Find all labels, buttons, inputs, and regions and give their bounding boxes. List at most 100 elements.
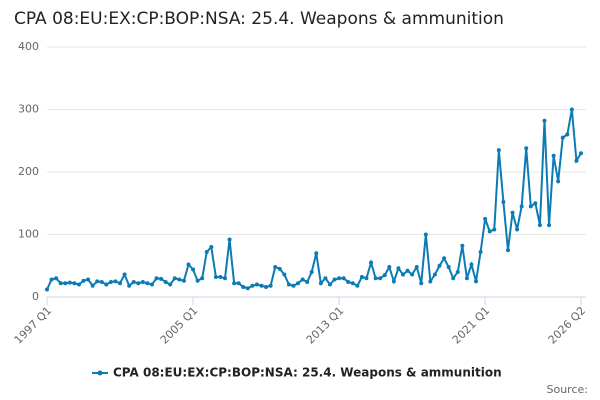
data-point [423, 232, 428, 237]
data-point [90, 283, 95, 288]
y-tick-label: 400 [18, 40, 39, 53]
legend-label: CPA 08:EU:EX:CP:BOP:NSA: 25.4. Weapons &… [113, 366, 502, 380]
y-tick-label: 0 [32, 290, 39, 303]
data-point [296, 281, 301, 286]
data-point [474, 279, 479, 284]
data-point [108, 280, 113, 284]
data-point [191, 267, 196, 272]
data-point [337, 276, 342, 281]
data-point [387, 265, 392, 269]
data-point [309, 270, 314, 274]
data-point [145, 281, 150, 286]
data-point [346, 280, 351, 284]
data-point [118, 281, 123, 286]
data-point [432, 272, 437, 277]
legend-marker [97, 370, 103, 376]
data-point [547, 223, 552, 228]
data-point [245, 286, 250, 291]
data-point [268, 283, 273, 288]
data-point [327, 282, 332, 287]
data-point [54, 276, 59, 281]
data-point [273, 265, 278, 269]
data-point [565, 132, 570, 137]
data-point [45, 287, 49, 292]
data-point [95, 279, 100, 284]
data-point [487, 229, 492, 234]
data-point [579, 151, 583, 156]
data-point [86, 277, 91, 282]
data-point [72, 281, 77, 286]
data-point [149, 282, 154, 287]
data-point [405, 268, 410, 273]
data-point [181, 278, 186, 283]
data-point [49, 277, 54, 282]
data-point [254, 282, 259, 287]
data-point [560, 135, 565, 140]
data-point [446, 265, 451, 269]
x-tick-label: 2026 Q2 [546, 304, 589, 347]
data-point [556, 179, 561, 184]
data-point [154, 276, 159, 281]
data-point [58, 281, 63, 286]
data-point [350, 281, 355, 286]
data-point [442, 256, 447, 261]
data-point [505, 248, 510, 253]
data-point [359, 275, 364, 279]
data-point [537, 223, 542, 228]
data-point [533, 201, 538, 206]
data-point [186, 262, 191, 267]
data-point [492, 227, 497, 232]
data-point [519, 204, 524, 209]
data-point [67, 280, 72, 285]
data-point [478, 250, 483, 254]
data-point [551, 153, 556, 158]
data-point [574, 158, 579, 163]
data-point [391, 279, 396, 284]
data-point [159, 276, 164, 281]
data-point [341, 276, 346, 281]
data-point [401, 272, 405, 277]
data-point [172, 276, 177, 281]
data-point [291, 283, 296, 288]
data-point [250, 283, 255, 288]
data-point [195, 278, 200, 283]
data-point [63, 281, 68, 286]
data-point [373, 276, 378, 281]
data-point [510, 210, 515, 215]
data-point [364, 276, 369, 281]
y-tick-label: 200 [18, 165, 39, 178]
data-point [177, 277, 182, 282]
data-point [104, 282, 109, 287]
data-point [213, 275, 218, 279]
data-point [223, 276, 227, 281]
data-point [259, 283, 264, 288]
data-point [355, 283, 360, 288]
data-point [569, 107, 574, 112]
source: Source: [547, 383, 589, 396]
data-point [414, 265, 419, 269]
x-tick-label: 2005 Q1 [158, 304, 201, 347]
data-point [113, 279, 118, 284]
data-point [437, 263, 442, 268]
data-point [528, 204, 533, 209]
data-point [136, 281, 141, 286]
data-point [323, 276, 328, 281]
data-point [300, 277, 305, 282]
y-tick-label: 300 [18, 103, 39, 116]
data-point [419, 281, 424, 286]
data-point [218, 275, 223, 279]
data-point [460, 243, 465, 248]
data-point [282, 272, 287, 277]
data-point [382, 273, 387, 278]
data-point [451, 276, 456, 281]
x-tick-label: 2013 Q1 [304, 304, 347, 347]
data-point [501, 200, 506, 204]
data-point [455, 270, 460, 274]
data-point [318, 281, 323, 286]
data-point [496, 148, 501, 153]
data-point [227, 237, 232, 242]
data-point [168, 282, 173, 287]
data-point [428, 279, 433, 284]
data-point [469, 262, 474, 267]
